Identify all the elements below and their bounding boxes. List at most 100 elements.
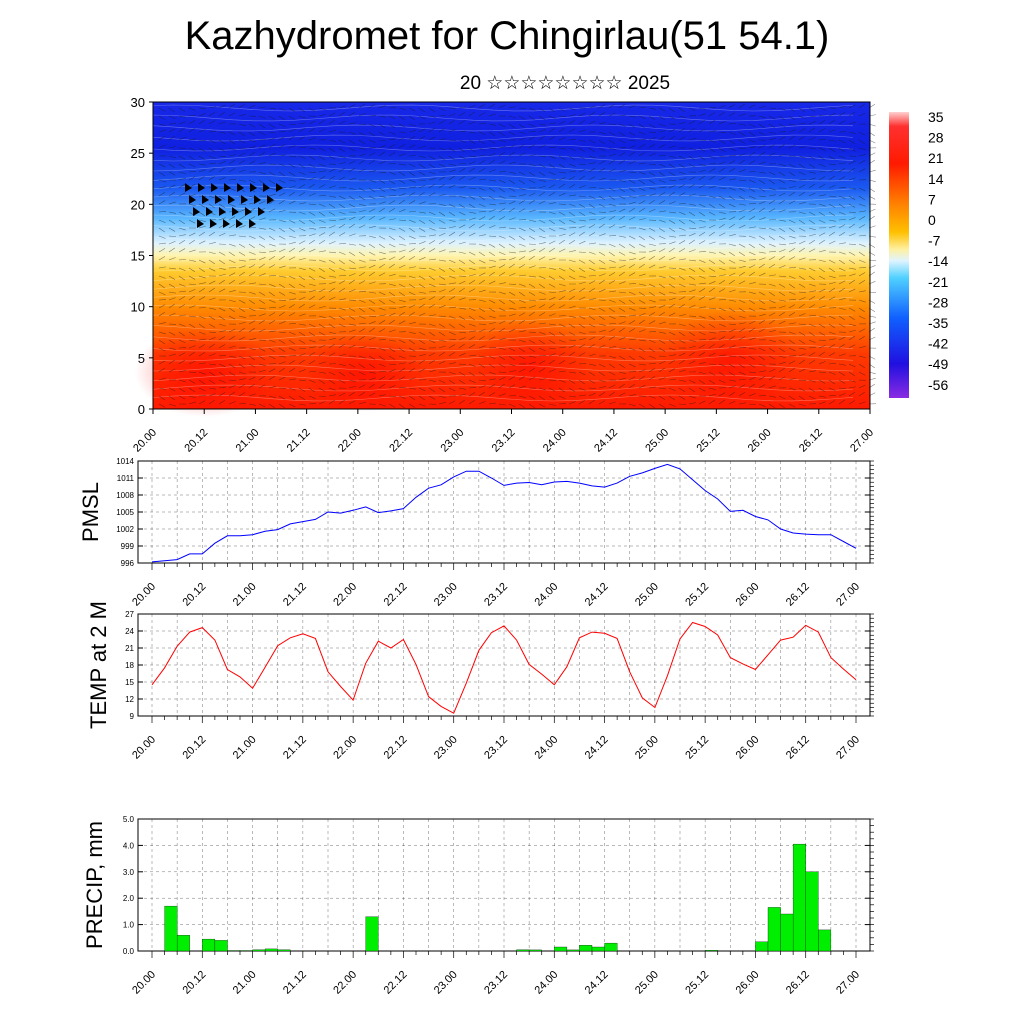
wind-barb	[348, 233, 356, 237]
y-tick-label: 2.0	[123, 894, 135, 903]
wind-barb	[638, 273, 646, 277]
wind-barb	[378, 403, 386, 407]
wind-barb	[828, 185, 836, 189]
wind-barb	[838, 280, 846, 285]
wind-barb	[428, 240, 436, 245]
wind-barb	[418, 191, 425, 197]
wind-barb	[338, 203, 345, 209]
precip-bar	[554, 946, 568, 952]
wind-barb	[298, 136, 306, 141]
wind-barb	[278, 255, 285, 261]
contour-line	[152, 344, 854, 352]
wind-barb	[518, 355, 526, 360]
wind-barb	[178, 171, 186, 174]
wind-barb	[538, 155, 547, 157]
wind-barb	[848, 160, 856, 165]
wind-barb	[538, 144, 546, 149]
wind-barb	[358, 272, 366, 277]
wind-barb	[608, 401, 616, 405]
wind-barb	[818, 275, 826, 280]
wind-barb	[388, 138, 396, 141]
wind-barb	[238, 114, 246, 117]
wind-barb	[778, 115, 785, 121]
x-tick-label: 26.00	[746, 427, 774, 455]
wind-barb	[248, 123, 256, 128]
wind-barb	[408, 130, 416, 133]
wind-barb	[728, 104, 736, 109]
wind-barb	[848, 259, 856, 264]
wind-barb	[468, 315, 475, 321]
wind-barb	[378, 123, 386, 128]
wind-barb	[828, 147, 836, 152]
x-tick-label: 22.00	[331, 581, 359, 609]
wind-barb	[708, 211, 716, 216]
wind-barb	[838, 242, 846, 245]
wind-barb	[638, 347, 646, 352]
wind-barb	[668, 283, 676, 289]
y-tick-label: 1002	[116, 525, 134, 534]
wind-barb	[408, 123, 416, 127]
contour-line	[152, 244, 854, 252]
wind-barb	[238, 259, 246, 262]
wind-barb	[378, 105, 386, 109]
wind-barb	[768, 329, 776, 333]
wind-barb	[638, 355, 646, 360]
wind-barb	[388, 375, 395, 381]
contour-line	[152, 124, 854, 132]
wind-barb	[178, 323, 186, 327]
x-tick-label: 22.00	[331, 734, 359, 762]
wind-barb	[658, 377, 666, 381]
wind-barb	[638, 319, 645, 325]
wind-barb	[218, 104, 226, 109]
wind-barb	[778, 275, 786, 278]
wind-barb	[678, 248, 686, 253]
wind-barb	[248, 327, 256, 333]
wind-barb	[648, 243, 656, 246]
wind-barb	[308, 163, 316, 168]
wind-barb	[198, 240, 206, 245]
wind-barb	[778, 227, 786, 232]
wind-barb	[708, 281, 716, 285]
wind-flag	[189, 195, 196, 204]
wind-barb	[178, 314, 186, 317]
wind-barb	[348, 259, 356, 264]
wind-barb	[218, 161, 226, 165]
wind-barb	[228, 279, 236, 285]
wind-barb	[468, 161, 476, 165]
wind-barb	[358, 299, 366, 303]
wind-barb	[158, 347, 166, 352]
wind-barb	[548, 163, 555, 169]
wind-barb	[508, 144, 516, 149]
wind-barb	[728, 299, 736, 302]
wind-barb	[198, 275, 206, 279]
wind-barb	[798, 155, 806, 159]
wind-barb	[598, 187, 606, 190]
wind-barb	[418, 211, 426, 214]
wind-barb	[278, 144, 286, 149]
wind-barb	[578, 343, 586, 349]
wind-barb	[848, 371, 855, 377]
wind-barb	[238, 355, 246, 360]
wind-barb	[778, 107, 786, 111]
wind-barb	[738, 322, 746, 325]
wind-barb	[608, 243, 616, 248]
wind-barb	[748, 251, 756, 256]
wind-barb	[448, 184, 456, 189]
wind-barb	[688, 379, 696, 384]
wind-barb	[358, 266, 366, 269]
wind-barb	[508, 251, 516, 254]
wind-barb	[618, 259, 627, 261]
wind-barb	[408, 291, 416, 296]
wind-barb	[178, 259, 186, 261]
wind-barb	[768, 375, 775, 381]
wind-barb	[738, 103, 745, 109]
wind-barb	[798, 146, 806, 149]
series-line	[151, 621, 857, 714]
wind-barb	[768, 355, 776, 360]
wind-barb	[578, 175, 585, 181]
wind-barb	[378, 131, 386, 136]
wind-barb	[408, 367, 415, 373]
wind-barb	[858, 355, 866, 359]
wind-barb	[348, 216, 356, 221]
wind-flag	[267, 195, 274, 204]
